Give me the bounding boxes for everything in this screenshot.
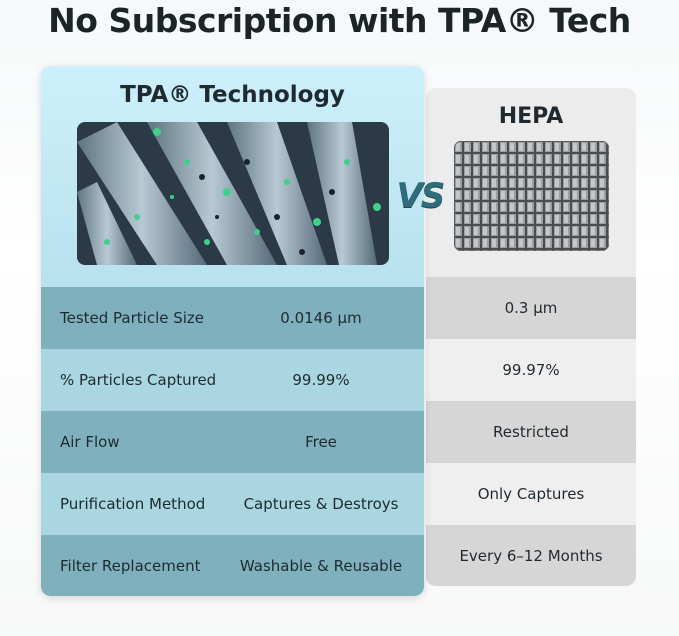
hepa-value: Only Captures (477, 485, 585, 503)
hepa-image (454, 141, 609, 251)
row-label: Tested Particle Size (60, 309, 205, 327)
hepa-row: Only Captures (426, 463, 636, 525)
row-label: Air Flow (60, 433, 120, 451)
tpa-value: 0.0146 μm (280, 309, 362, 327)
tpa-value: Free (305, 433, 337, 451)
tpa-row: Purification Method Captures & Destroys (41, 473, 424, 535)
hepa-row: Every 6–12 Months (426, 525, 636, 586)
hepa-title: HEPA (498, 104, 564, 129)
tpa-image (77, 122, 389, 265)
tpa-row: Air Flow Free (41, 411, 424, 473)
hepa-card: HEPA 0.3 μm 99.97% Restricted Only Captures… (426, 88, 636, 586)
tpa-value: Captures & Destroys (243, 495, 399, 513)
tpa-row: % Particles Captured 99.99% (41, 349, 424, 411)
tpa-value: 99.99% (292, 371, 350, 389)
tpa-row: Filter Replacement Washable & Reusable (41, 535, 424, 596)
tpa-title: TPA® Technology (120, 82, 345, 108)
hepa-value: Restricted (493, 423, 569, 441)
vs-label: VS (396, 176, 446, 216)
row-label: Purification Method (60, 495, 206, 513)
tpa-value: Washable & Reusable (239, 557, 403, 575)
hepa-value: 99.97% (502, 361, 560, 379)
row-label: % Particles Captured (60, 371, 217, 389)
hepa-row: 0.3 μm (426, 277, 636, 339)
hepa-row: 99.97% (426, 339, 636, 401)
row-label: Filter Replacement (60, 557, 201, 575)
tpa-row: Tested Particle Size 0.0146 μm (41, 287, 424, 349)
hepa-value: 0.3 μm (504, 299, 558, 317)
page-title: No Subscription with TPA® Tech (48, 1, 631, 40)
hepa-value: Every 6–12 Months (459, 547, 603, 565)
hepa-row: Restricted (426, 401, 636, 463)
tpa-card: TPA® Technology (41, 66, 424, 596)
